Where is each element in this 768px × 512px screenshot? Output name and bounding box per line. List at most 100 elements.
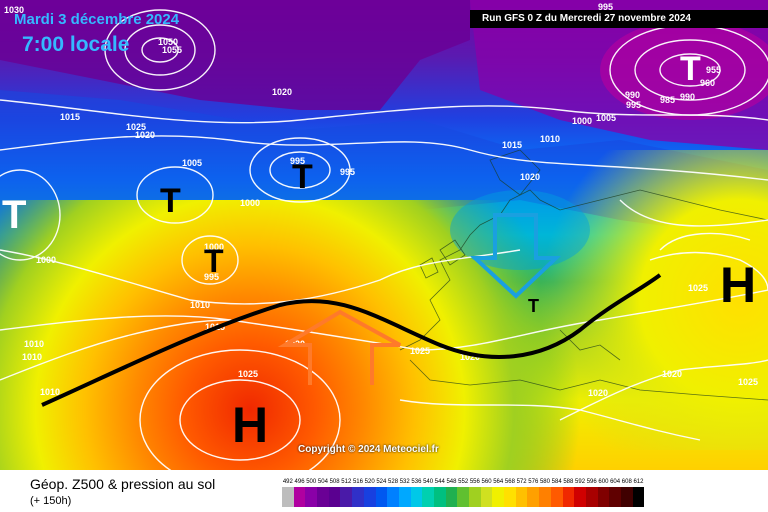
- legend-label: 492: [282, 479, 293, 485]
- background-fields: [0, 0, 768, 470]
- isobar-label: 1025: [126, 122, 146, 132]
- legend-swatch: [457, 487, 469, 507]
- legend-swatch: [504, 487, 516, 507]
- legend-label: 528: [388, 479, 399, 485]
- legend-swatch: [363, 487, 376, 507]
- legend-label: 556: [469, 479, 480, 485]
- isobar-label: 1025: [410, 346, 430, 356]
- isobar-label: 1005: [182, 158, 202, 168]
- isobar-label: 955: [706, 65, 721, 75]
- isobar-label: 1010: [22, 352, 42, 362]
- legend-swatch: [527, 487, 540, 507]
- legend-swatch: [352, 487, 364, 507]
- high-center-azores: H: [232, 397, 268, 453]
- isobar-label: 1010: [190, 300, 210, 310]
- legend-label: 520: [364, 479, 375, 485]
- legend-label: 564: [493, 479, 504, 485]
- copyright-text: Copyright © 2024 Meteociel.fr: [298, 444, 439, 455]
- legend-swatches: [282, 487, 750, 507]
- legend-label: 576: [528, 479, 539, 485]
- legend-label: 600: [598, 479, 609, 485]
- legend-label: 532: [399, 479, 410, 485]
- isobar-label: 1000: [572, 116, 592, 126]
- legend-swatch: [375, 487, 388, 507]
- legend-swatch: [597, 487, 610, 507]
- isobar-label: 995: [340, 167, 355, 177]
- low-center-france: T: [528, 296, 539, 316]
- isobar-label: 1020: [135, 130, 155, 140]
- legend-label: 536: [411, 479, 422, 485]
- legend-swatch: [387, 487, 399, 507]
- low-center-west: T: [2, 193, 26, 237]
- legend-label: 592: [575, 479, 586, 485]
- isobar-label: 1050: [158, 37, 178, 47]
- legend-swatch: [574, 487, 586, 507]
- legend-label: 588: [563, 479, 574, 485]
- legend-label: 560: [481, 479, 492, 485]
- isobars: [0, 9, 768, 470]
- legend-label: 496: [294, 479, 305, 485]
- orange-arrow-icon: [277, 309, 401, 385]
- legend-swatch: [445, 487, 458, 507]
- legend-label: 580: [539, 479, 550, 485]
- legend-swatch: [340, 487, 353, 507]
- legend-swatch: [550, 487, 563, 507]
- forecast-time: 7:00 locale: [22, 33, 130, 56]
- isobar-label: 1030: [4, 5, 24, 15]
- isobar-label: 1010: [540, 134, 560, 144]
- legend-swatch: [282, 487, 294, 507]
- isobar-label: 995: [598, 2, 613, 12]
- legend-swatch: [317, 487, 329, 507]
- low-center-atlantic-2: T: [292, 158, 313, 196]
- isobar-label: 1020: [520, 172, 540, 182]
- low-center-atlantic-3: T: [204, 243, 224, 279]
- pressure-centers: H H T T T T T T: [2, 50, 756, 453]
- legend-swatch: [422, 487, 434, 507]
- legend-swatch: [539, 487, 551, 507]
- isobar-label: 1015: [60, 112, 80, 122]
- isobar-label: 1020: [272, 87, 292, 97]
- legend-label: 552: [458, 479, 469, 485]
- legend-swatch: [515, 487, 528, 507]
- legend-swatch: [398, 487, 411, 507]
- isobar-label: 1010: [40, 387, 60, 397]
- high-center-east: H: [720, 257, 756, 313]
- isobar-label: 1020: [662, 369, 682, 379]
- isobar-label: 1055: [162, 45, 182, 55]
- legend-swatch: [469, 487, 481, 507]
- legend-label: 612: [633, 479, 644, 485]
- isobar-label: 1020: [460, 352, 480, 362]
- legend-label: 540: [423, 479, 434, 485]
- legend-swatch: [632, 487, 645, 507]
- blue-arrow-icon: [469, 213, 562, 299]
- legend-label: 504: [317, 479, 328, 485]
- low-center-north: T: [680, 50, 701, 88]
- isobar-label: 1010: [24, 339, 44, 349]
- isobar-label: 995: [290, 156, 305, 166]
- isobar-label: 1000: [36, 255, 56, 265]
- forecast-date: Mardi 3 décembre 2024: [14, 11, 180, 28]
- isobar-label: 1020: [588, 388, 608, 398]
- legend-labels: 492 496 500 504 508 512 516 520 524 528 532 536 540 5…: [282, 477, 750, 487]
- legend-label: 524: [376, 479, 387, 485]
- model-run-banner: Run GFS 0 Z du Mercredi 27 novembre 2024: [470, 10, 768, 28]
- legend-label: 516: [352, 479, 363, 485]
- legend-label: 604: [610, 479, 621, 485]
- legend-label: 572: [516, 479, 527, 485]
- isobar-label: 1025: [738, 377, 758, 387]
- legend-swatch: [620, 487, 633, 507]
- isobar-label: 1000: [240, 198, 260, 208]
- legend-label: 512: [341, 479, 352, 485]
- legend-swatch: [585, 487, 598, 507]
- forecast-lead-time: (+ 150h): [30, 495, 72, 507]
- legend-swatch: [410, 487, 423, 507]
- map-title: Géop. Z500 & pression au sol: [30, 476, 216, 492]
- legend-swatch: [492, 487, 505, 507]
- isobar-label: 990: [625, 90, 640, 100]
- legend-swatch: [562, 487, 575, 507]
- legend-label: 568: [504, 479, 515, 485]
- legend-swatch: [328, 487, 341, 507]
- legend-label: 544: [434, 479, 445, 485]
